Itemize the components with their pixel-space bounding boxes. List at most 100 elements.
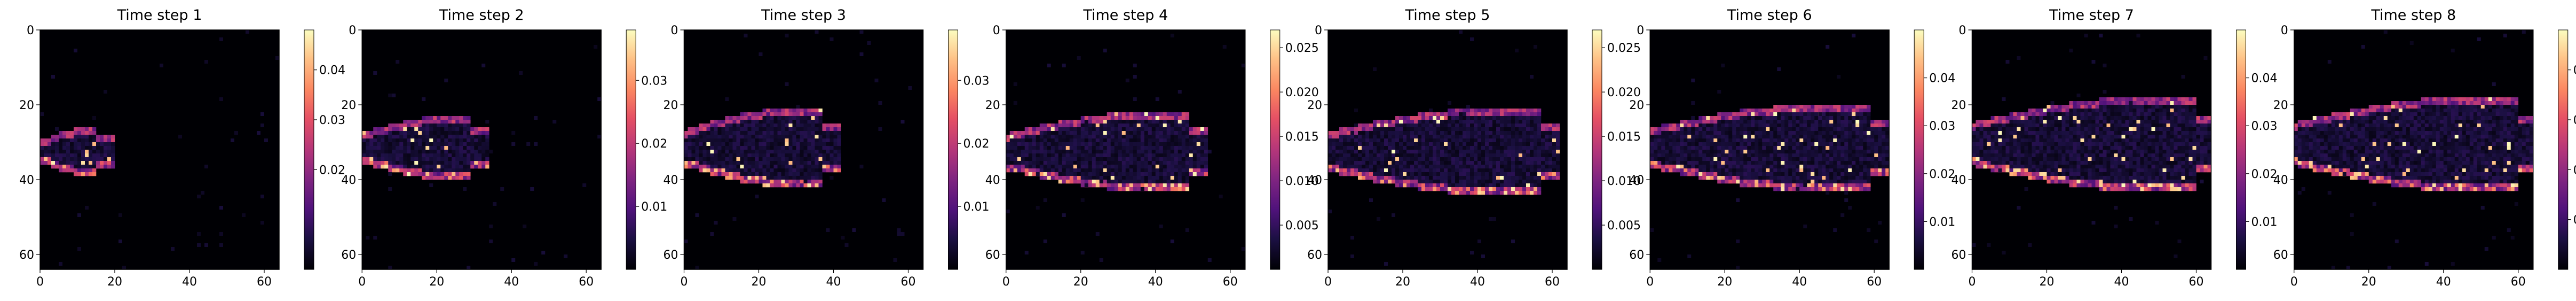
heatmap-cell <box>1347 131 1351 135</box>
heatmap-cell <box>1395 138 1400 143</box>
heatmap-cell <box>770 138 774 143</box>
heatmap-cell <box>1024 168 1029 173</box>
heatmap-cell <box>1043 176 1048 180</box>
heatmap-cell <box>1852 142 1856 146</box>
heatmap-cell <box>1200 161 1205 165</box>
heatmap-cell <box>1792 116 1796 120</box>
heatmap-cell <box>384 127 389 132</box>
heatmap-cell <box>1665 131 1669 135</box>
heatmap-cell <box>1129 183 1134 188</box>
heatmap-cell <box>1859 157 1863 161</box>
heatmap-cell <box>1466 109 1471 113</box>
heatmap-cell <box>1485 176 1489 180</box>
heatmap-cell <box>1470 168 1474 173</box>
heatmap-cell <box>1818 161 1822 165</box>
heatmap-cell <box>770 172 774 176</box>
heatmap-cell <box>1088 168 1093 173</box>
heatmap-cell <box>1698 131 1703 135</box>
heatmap-cell <box>818 124 823 128</box>
heatmap-cell <box>1507 127 1512 132</box>
heatmap-cell <box>1766 124 1770 128</box>
heatmap-cell <box>1470 180 1474 184</box>
heatmap-cell <box>1054 172 1059 176</box>
heatmap-cell <box>452 153 456 158</box>
heatmap-cell <box>1519 153 1523 158</box>
heatmap-cell <box>1399 157 1403 161</box>
heatmap-cell <box>792 157 796 161</box>
heatmap-cell <box>788 131 793 135</box>
heatmap-cell <box>1204 138 1208 143</box>
heatmap-cell <box>1166 112 1171 117</box>
heatmap-cell <box>1463 176 1467 180</box>
heatmap-cell <box>811 142 815 146</box>
heatmap-cell <box>1073 150 1078 154</box>
heatmap-cell <box>1418 180 1422 184</box>
heatmap-cell <box>1762 165 1766 169</box>
heatmap-cell <box>699 142 703 146</box>
heatmap-cell <box>1474 172 1478 176</box>
heatmap-cell <box>1144 176 1149 180</box>
heatmap-cell <box>1669 138 1673 143</box>
heatmap-cell <box>1522 150 1527 154</box>
heatmap-cell <box>1373 180 1377 184</box>
heatmap-cell <box>1148 165 1152 169</box>
heatmap-cell <box>1481 254 1485 258</box>
heatmap-cell <box>1024 142 1029 146</box>
heatmap-cell <box>1174 150 1179 154</box>
heatmap-cell <box>1436 165 1441 169</box>
colorbar <box>948 29 958 270</box>
heatmap-cell <box>1114 172 1119 176</box>
heatmap-cell <box>1773 135 1777 139</box>
heatmap-cell <box>1032 138 1037 143</box>
heatmap-cell <box>1121 112 1126 117</box>
heatmap-cell <box>684 157 688 161</box>
heatmap-cell <box>1470 131 1474 135</box>
heatmap-cell <box>414 142 418 146</box>
heatmap-cell <box>1062 146 1066 150</box>
heatmap-cell <box>1084 150 1089 154</box>
heatmap-cell <box>1769 168 1774 173</box>
heatmap-cell <box>433 168 437 173</box>
heatmap-cell <box>1174 187 1179 191</box>
heatmap-cell <box>1650 142 1654 146</box>
heatmap-cell <box>1781 168 1785 173</box>
heatmap-cell <box>1530 191 1534 195</box>
heatmap-cell <box>55 150 59 154</box>
heatmap-cell <box>92 172 97 176</box>
heatmap-cell <box>1781 112 1785 117</box>
heatmap-cell <box>736 150 740 154</box>
heatmap-cell <box>1762 138 1766 143</box>
heatmap-cell <box>85 153 89 158</box>
heatmap-cell <box>478 131 482 135</box>
heatmap-cell <box>429 135 433 139</box>
heatmap-cell <box>1829 150 1834 154</box>
heatmap-cell <box>1133 124 1137 128</box>
heatmap-cell <box>1118 183 1123 188</box>
heatmap-cell <box>1373 67 1377 71</box>
heatmap-cell <box>717 161 722 165</box>
heatmap-cell <box>1803 124 1807 128</box>
heatmap-cell <box>781 157 785 161</box>
heatmap-cell <box>1362 131 1366 135</box>
heatmap-cell <box>107 142 112 146</box>
heatmap-cell <box>1526 180 1530 184</box>
heatmap-cell <box>1481 187 1485 191</box>
heatmap-cell <box>811 127 815 132</box>
heatmap-cell <box>751 142 755 146</box>
heatmap-cell <box>1852 138 1856 143</box>
heatmap-cell <box>807 176 811 180</box>
heatmap-cell <box>792 168 796 173</box>
heatmap-cell <box>1088 131 1093 135</box>
heatmap-cell <box>1680 120 1684 124</box>
heatmap-cell <box>1706 138 1710 143</box>
heatmap-cell <box>1148 180 1152 184</box>
heatmap-cell <box>1065 176 1070 180</box>
heatmap-cell <box>1192 146 1197 150</box>
heatmap-cell <box>362 135 366 139</box>
heatmap-cell <box>785 146 789 150</box>
heatmap-cell <box>410 138 415 143</box>
heatmap-cell <box>1781 150 1785 154</box>
heatmap-cell <box>744 153 748 158</box>
heatmap-cell <box>740 153 744 158</box>
heatmap-cell <box>1107 150 1111 154</box>
